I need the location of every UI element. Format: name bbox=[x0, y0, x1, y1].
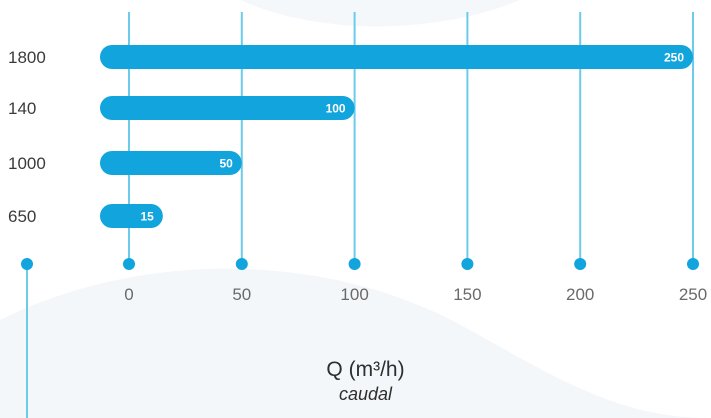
left-axis-dot bbox=[21, 258, 33, 270]
bar-value-label: 50 bbox=[219, 157, 233, 171]
gridline-dot-250 bbox=[687, 258, 699, 270]
bar-1800 bbox=[100, 45, 693, 69]
category-label: 140 bbox=[8, 99, 36, 118]
x-tick-label: 50 bbox=[232, 285, 251, 304]
bar-650 bbox=[100, 204, 163, 228]
gridline-dot-0 bbox=[123, 258, 135, 270]
x-axis-title: Q (m³/h) bbox=[326, 358, 405, 381]
category-label: 1800 bbox=[8, 48, 46, 67]
gridline-dot-100 bbox=[348, 258, 361, 270]
bar-1000 bbox=[100, 151, 242, 175]
gridline-dot-150 bbox=[461, 258, 474, 270]
x-axis-subtitle: caudal bbox=[338, 384, 393, 404]
category-label: 1000 bbox=[8, 154, 46, 173]
gridline-dot-50 bbox=[235, 258, 248, 270]
x-tick-label: 0 bbox=[124, 285, 133, 304]
bar-140 bbox=[100, 96, 355, 120]
bar-value-label: 250 bbox=[664, 51, 684, 65]
x-tick-label: 250 bbox=[679, 285, 707, 304]
x-tick-label: 100 bbox=[340, 285, 368, 304]
gridline-dot-200 bbox=[574, 258, 587, 270]
bar-value-label: 15 bbox=[140, 210, 154, 224]
x-tick-label: 150 bbox=[453, 285, 481, 304]
x-tick-label: 200 bbox=[566, 285, 594, 304]
bar-value-label: 100 bbox=[326, 102, 346, 116]
category-label: 650 bbox=[8, 207, 36, 226]
